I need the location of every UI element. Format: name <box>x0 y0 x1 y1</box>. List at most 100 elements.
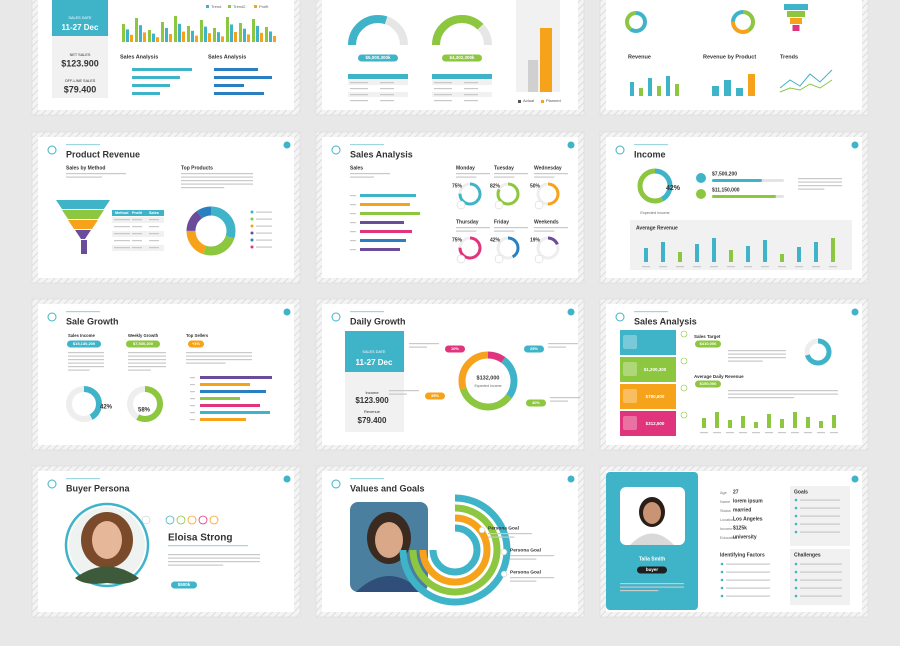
mini-bar <box>221 36 224 42</box>
filler-line <box>190 419 195 421</box>
mini-bar <box>819 421 823 428</box>
icon-badge <box>534 254 544 264</box>
filler-line <box>409 343 439 345</box>
label: Trends <box>780 54 798 60</box>
pill <box>425 392 445 400</box>
progress-bar <box>712 195 776 198</box>
filler-line <box>190 384 195 386</box>
label: 40% <box>532 400 540 405</box>
filler-line <box>389 390 419 392</box>
filler-line <box>550 397 580 399</box>
table-row <box>348 80 408 85</box>
label: $5,000,300k <box>365 55 391 60</box>
filler-line <box>778 266 786 268</box>
pill <box>524 345 544 353</box>
mini-bar <box>126 29 129 42</box>
filler-line <box>800 499 840 501</box>
mini-bar <box>252 19 255 42</box>
page-number <box>283 141 291 149</box>
filler-line <box>494 173 528 175</box>
pill <box>188 340 204 348</box>
funnel-layer <box>792 25 800 31</box>
check <box>794 522 798 526</box>
filler-line <box>728 353 786 355</box>
filler-line <box>534 230 555 232</box>
label: Wednesday <box>534 165 562 171</box>
ring-segment <box>458 182 482 206</box>
label: 50% <box>530 183 541 189</box>
ring-segment <box>458 236 482 260</box>
filler-line <box>510 558 537 560</box>
slide-title: Sales Analysis <box>634 316 697 326</box>
filler-line <box>728 397 794 399</box>
photo-face <box>92 521 122 559</box>
filler-line <box>510 580 537 582</box>
table-row <box>432 80 492 85</box>
gauge-arc <box>432 15 492 46</box>
pill <box>695 340 721 348</box>
label: $123.900 <box>355 396 389 405</box>
label: Status <box>720 509 731 513</box>
label: $500k <box>178 582 191 587</box>
label: Name <box>720 500 730 504</box>
icon-badge <box>696 189 706 199</box>
kpi-block <box>620 357 676 382</box>
mini-hbar <box>360 239 406 242</box>
ring-segment <box>458 351 518 411</box>
filler-line <box>350 231 356 233</box>
mini-line <box>779 69 833 89</box>
label: 35% <box>431 393 439 398</box>
filler-line <box>800 515 840 517</box>
icon-badge <box>500 570 508 578</box>
mini-bar <box>712 238 716 262</box>
filler-line <box>620 586 684 588</box>
filler-line <box>534 176 555 178</box>
kpi-block <box>620 411 676 436</box>
page-number <box>567 308 575 316</box>
check <box>720 586 724 590</box>
label: Eloisa Strong <box>168 533 232 544</box>
filler-line <box>434 82 452 84</box>
filler-line <box>380 94 394 96</box>
table-header <box>432 74 492 79</box>
filler-line <box>350 100 368 102</box>
bar <box>528 60 538 92</box>
filler-line <box>128 366 166 368</box>
mini-bar <box>165 28 168 42</box>
filler-line <box>132 233 142 235</box>
filler-line <box>128 355 166 357</box>
label: Income <box>365 390 379 395</box>
check <box>794 570 798 574</box>
check <box>794 578 798 582</box>
mini-bar <box>780 419 784 428</box>
label: Monday <box>456 165 475 171</box>
filler-line <box>186 352 252 354</box>
mini-hbar <box>200 376 272 379</box>
mini-bar <box>269 31 272 42</box>
label: university <box>733 534 757 540</box>
filler-line <box>350 82 368 84</box>
filler-line <box>149 219 159 221</box>
table-row <box>432 86 492 91</box>
legend-dot <box>250 224 254 228</box>
goal-arc <box>419 514 491 586</box>
label: Education <box>720 536 737 540</box>
filler-line <box>350 204 356 206</box>
filler-line <box>800 579 842 581</box>
filler-line <box>350 173 390 175</box>
filler-line <box>190 398 195 400</box>
filler-line <box>693 266 701 268</box>
label: Revenue by Product <box>703 54 756 60</box>
filler-line <box>66 173 126 175</box>
pill <box>358 54 398 62</box>
filler-line <box>830 432 838 434</box>
filler-line <box>256 232 272 234</box>
mini-hbar <box>214 92 264 95</box>
mini-bar <box>702 418 706 428</box>
filler-line <box>190 377 195 379</box>
mini-bar <box>729 250 733 262</box>
label: $780,600 <box>646 394 665 399</box>
filler-line <box>728 393 838 395</box>
filler-line <box>464 82 478 84</box>
filler-line <box>494 230 515 232</box>
